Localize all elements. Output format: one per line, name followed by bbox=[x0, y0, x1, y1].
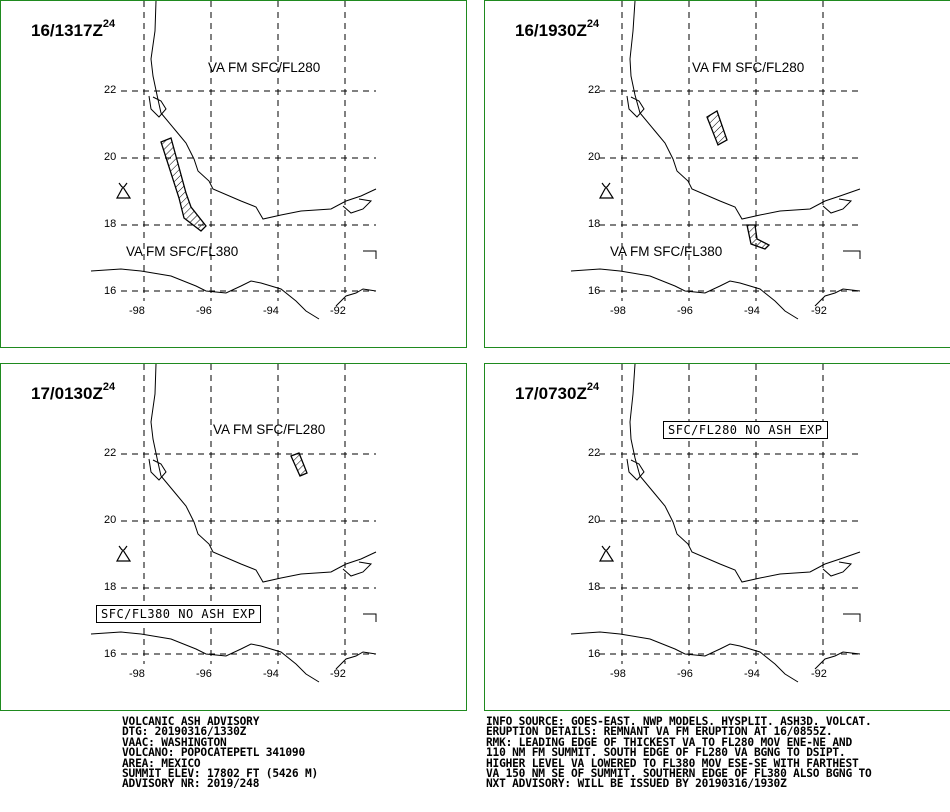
ash-label-upper: VA FM SFC/FL280 bbox=[692, 60, 805, 75]
lon-tick: -96 bbox=[196, 305, 212, 317]
advisory-header: VOLCANIC ASH ADVISORY DTG: 20190316/1330Z… bbox=[122, 715, 319, 791]
lon-tick: -98 bbox=[610, 668, 626, 680]
map-canvas-1 bbox=[90, 1, 377, 320]
lon-tick: -94 bbox=[263, 668, 279, 680]
map-canvas-3 bbox=[90, 364, 377, 683]
volcano-icon bbox=[598, 545, 615, 562]
lon-tick: -92 bbox=[330, 668, 346, 680]
panel-title: 17/0730Z24 bbox=[515, 381, 600, 403]
volcano-icon bbox=[115, 545, 132, 562]
map-canvas-4 bbox=[570, 364, 861, 683]
ash-polygon-fl280 bbox=[706, 110, 728, 146]
map-panel-1: 16/1317Z24 VA FM SFC/FL280 VA FM SFC/FL3… bbox=[0, 0, 467, 348]
advisory-remarks: INFO SOURCE: GOES-EAST. NWP MODELS. HYSP… bbox=[486, 715, 872, 791]
lon-tick: -92 bbox=[330, 305, 346, 317]
lon-tick: -98 bbox=[129, 305, 145, 317]
advisory-line: SUMMIT ELEV: 17802 FT (5426 M) bbox=[122, 767, 319, 781]
advisory-line: VAAC: WASHINGTON bbox=[122, 735, 227, 749]
map-panel-3: 17/0130Z24 VA FM SFC/FL280 SFC/FL380 NO … bbox=[0, 363, 467, 711]
lon-tick: -94 bbox=[744, 668, 760, 680]
lon-tick: -98 bbox=[129, 668, 145, 680]
lat-tick: 16 bbox=[588, 648, 601, 660]
advisory-line: DTG: 20190316/1330Z bbox=[122, 725, 247, 739]
advisory-line: AREA: MEXICO bbox=[122, 756, 201, 770]
lat-tick: 22 bbox=[588, 84, 601, 96]
map-panel-2: 16/1930Z24 VA FM SFC/FL280 VA FM SFC/FL3… bbox=[484, 0, 950, 348]
ash-polygon-fl380 bbox=[160, 137, 207, 232]
no-ash-box: SFC/FL280 NO ASH EXP bbox=[663, 421, 828, 439]
panel-title: 17/0130Z24 bbox=[31, 381, 116, 403]
lat-tick: 18 bbox=[104, 581, 117, 593]
lat-tick: 18 bbox=[104, 218, 117, 230]
lon-tick: -92 bbox=[811, 668, 827, 680]
lat-tick: 22 bbox=[588, 447, 601, 459]
advisory-line: ERUPTION DETAILS: REMNANT VA FM ERUPTION… bbox=[486, 725, 833, 739]
advisory-line: VOLCANIC ASH ADVISORY bbox=[122, 715, 260, 728]
panel-title: 16/1930Z24 bbox=[515, 18, 600, 40]
lat-tick: 18 bbox=[588, 218, 601, 230]
ash-polygon-fl280 bbox=[290, 452, 308, 477]
lon-tick: -92 bbox=[811, 305, 827, 317]
advisory-line: VOLCANO: POPOCATEPETL 341090 bbox=[122, 746, 305, 760]
lat-tick: 22 bbox=[104, 84, 117, 96]
lon-tick: -96 bbox=[196, 668, 212, 680]
lat-tick: 18 bbox=[588, 581, 601, 593]
lat-tick: 16 bbox=[104, 648, 117, 660]
map-canvas-2 bbox=[570, 1, 861, 320]
ash-label-upper: VA FM SFC/FL280 bbox=[213, 422, 326, 437]
lon-tick: -96 bbox=[677, 305, 693, 317]
advisory-line: VA 150 NM SE OF SUMMIT. SOUTHERN EDGE OF… bbox=[486, 767, 872, 781]
advisory-line: NXT ADVISORY: WILL BE ISSUED BY 20190316… bbox=[486, 777, 787, 791]
advisory-line: RMK: LEADING EDGE OF THICKEST VA TO FL28… bbox=[486, 735, 852, 749]
no-ash-box: SFC/FL380 NO ASH EXP bbox=[96, 605, 261, 623]
ash-label-lower: VA FM SFC/FL380 bbox=[610, 244, 723, 259]
map-panel-4: 17/0730Z24 SFC/FL280 NO ASH EXP 22 20 18… bbox=[484, 363, 950, 711]
lon-tick: -94 bbox=[263, 305, 279, 317]
lat-tick: 16 bbox=[104, 285, 117, 297]
advisory-line: HIGHER LEVEL VA LOWERED TO FL380 MOV ESE… bbox=[486, 756, 859, 770]
lat-tick: 20 bbox=[104, 151, 117, 163]
advisory-line: INFO SOURCE: GOES-EAST. NWP MODELS. HYSP… bbox=[486, 715, 872, 728]
lat-tick: 16 bbox=[588, 285, 601, 297]
volcano-icon bbox=[598, 182, 615, 199]
ash-label-upper: VA FM SFC/FL280 bbox=[208, 60, 321, 75]
volcano-icon bbox=[115, 182, 132, 199]
lat-tick: 20 bbox=[588, 514, 601, 526]
lon-tick: -94 bbox=[744, 305, 760, 317]
advisory-line: 110 NM FM SUMMIT. SOUTH EDGE OF FL280 VA… bbox=[486, 746, 846, 760]
panel-title: 16/1317Z24 bbox=[31, 18, 116, 40]
ash-polygon-fl380 bbox=[746, 224, 771, 250]
lat-tick: 22 bbox=[104, 447, 117, 459]
lat-tick: 20 bbox=[588, 151, 601, 163]
lat-tick: 20 bbox=[104, 514, 117, 526]
advisory-line: ADVISORY NR: 2019/248 bbox=[122, 777, 260, 791]
lon-tick: -98 bbox=[610, 305, 626, 317]
lon-tick: -96 bbox=[677, 668, 693, 680]
ash-label-lower: VA FM SFC/FL380 bbox=[126, 244, 239, 259]
